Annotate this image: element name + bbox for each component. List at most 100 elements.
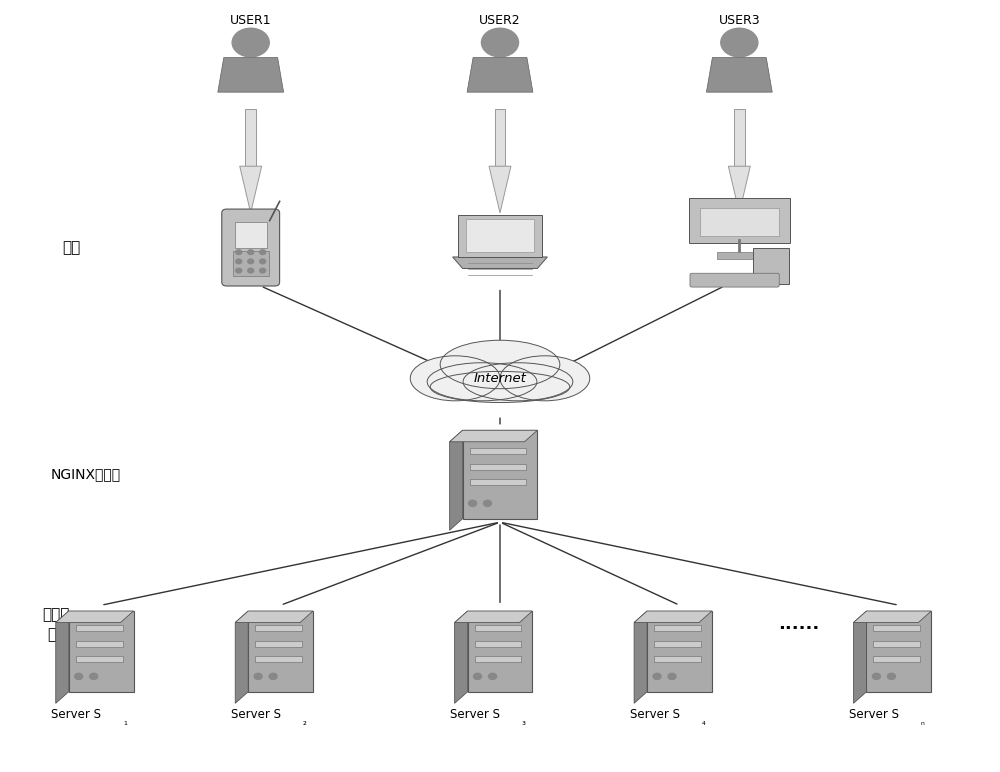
FancyBboxPatch shape [470, 479, 526, 486]
FancyBboxPatch shape [654, 625, 701, 631]
FancyBboxPatch shape [717, 252, 761, 259]
Polygon shape [450, 430, 463, 530]
Polygon shape [634, 611, 647, 703]
FancyBboxPatch shape [235, 222, 267, 248]
Polygon shape [854, 611, 931, 622]
Circle shape [489, 673, 497, 679]
Polygon shape [467, 58, 533, 92]
Ellipse shape [410, 356, 500, 401]
Circle shape [260, 259, 266, 264]
Text: ......: ...... [779, 615, 820, 634]
Ellipse shape [430, 371, 570, 402]
FancyBboxPatch shape [248, 611, 313, 692]
Circle shape [232, 29, 269, 57]
Circle shape [887, 673, 895, 679]
FancyBboxPatch shape [689, 198, 790, 242]
FancyBboxPatch shape [654, 641, 701, 647]
FancyBboxPatch shape [69, 611, 134, 692]
Ellipse shape [463, 363, 573, 401]
FancyBboxPatch shape [255, 641, 302, 647]
FancyBboxPatch shape [76, 656, 123, 662]
Polygon shape [56, 611, 69, 703]
Text: Internet: Internet [474, 372, 526, 384]
Circle shape [90, 673, 98, 679]
FancyBboxPatch shape [475, 625, 521, 631]
Circle shape [269, 673, 277, 679]
FancyBboxPatch shape [76, 625, 123, 631]
Polygon shape [450, 430, 537, 442]
Polygon shape [245, 109, 256, 166]
Polygon shape [734, 109, 745, 166]
Text: USER1: USER1 [230, 14, 272, 27]
Circle shape [236, 250, 242, 255]
Polygon shape [455, 611, 532, 622]
Polygon shape [458, 215, 542, 257]
FancyBboxPatch shape [470, 449, 526, 455]
Polygon shape [706, 58, 772, 92]
Ellipse shape [440, 340, 560, 388]
Text: Server S: Server S [231, 709, 281, 721]
FancyBboxPatch shape [233, 251, 269, 276]
Circle shape [236, 269, 242, 273]
Polygon shape [489, 166, 511, 213]
Circle shape [236, 259, 242, 264]
Circle shape [248, 269, 254, 273]
FancyBboxPatch shape [76, 641, 123, 647]
Circle shape [484, 500, 492, 506]
Text: 服务器
集群: 服务器 集群 [43, 607, 70, 642]
FancyBboxPatch shape [866, 611, 931, 692]
FancyBboxPatch shape [700, 208, 779, 235]
FancyBboxPatch shape [222, 209, 280, 286]
Polygon shape [453, 257, 547, 269]
FancyBboxPatch shape [255, 625, 302, 631]
Circle shape [872, 673, 880, 679]
Circle shape [260, 269, 266, 273]
Polygon shape [235, 611, 313, 622]
Polygon shape [728, 166, 750, 213]
Circle shape [721, 29, 758, 57]
Text: ₂: ₂ [303, 716, 306, 726]
FancyBboxPatch shape [475, 656, 521, 662]
Polygon shape [854, 611, 866, 703]
Circle shape [248, 259, 254, 264]
Polygon shape [218, 58, 284, 92]
Text: 终端: 终端 [62, 240, 80, 255]
Polygon shape [634, 611, 712, 622]
Circle shape [254, 673, 262, 679]
Polygon shape [466, 219, 534, 252]
FancyBboxPatch shape [647, 611, 712, 692]
FancyBboxPatch shape [873, 641, 920, 647]
Circle shape [474, 673, 482, 679]
Polygon shape [495, 109, 505, 166]
Circle shape [260, 250, 266, 255]
Polygon shape [455, 611, 468, 703]
Text: Server S: Server S [630, 709, 680, 721]
Text: USER2: USER2 [479, 14, 521, 27]
FancyBboxPatch shape [255, 656, 302, 662]
Circle shape [653, 673, 661, 679]
Text: Server S: Server S [51, 709, 101, 721]
FancyBboxPatch shape [475, 641, 521, 647]
Circle shape [668, 673, 676, 679]
FancyBboxPatch shape [873, 625, 920, 631]
FancyBboxPatch shape [468, 611, 532, 692]
Text: Server S: Server S [450, 709, 500, 721]
Circle shape [75, 673, 83, 679]
Circle shape [469, 500, 477, 506]
Circle shape [481, 29, 519, 57]
FancyBboxPatch shape [470, 464, 526, 470]
Text: NGINX服务器: NGINX服务器 [51, 468, 121, 482]
FancyBboxPatch shape [463, 430, 537, 519]
Text: ₃: ₃ [522, 716, 526, 726]
Ellipse shape [427, 363, 537, 401]
Polygon shape [240, 166, 262, 213]
Polygon shape [56, 611, 134, 622]
Text: ₁: ₁ [123, 716, 127, 726]
FancyBboxPatch shape [753, 248, 789, 284]
Text: USER3: USER3 [719, 14, 760, 27]
FancyBboxPatch shape [873, 656, 920, 662]
Polygon shape [235, 611, 248, 703]
FancyBboxPatch shape [690, 273, 779, 287]
Circle shape [248, 250, 254, 255]
Text: ₄: ₄ [701, 716, 705, 726]
